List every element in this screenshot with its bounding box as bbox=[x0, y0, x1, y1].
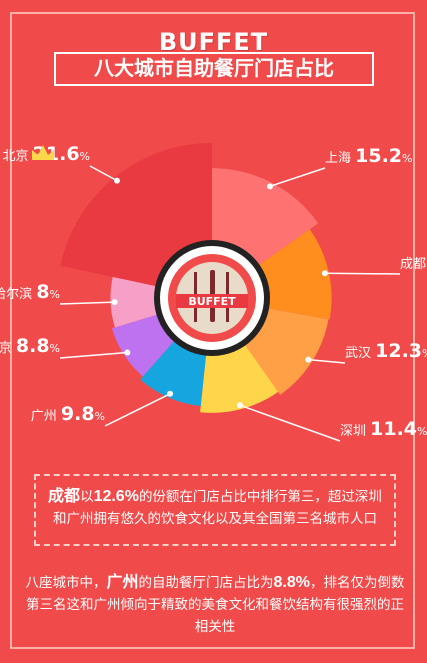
leader-line-2 bbox=[324, 272, 401, 275]
note-value: 12.6% bbox=[93, 488, 139, 505]
pie-slice-5 bbox=[140, 340, 207, 406]
note-guangzhou: 八座城市中，广州的自助餐厅门店占比为8.8%，排名仅为倒数第三名这和广州倾向于精… bbox=[20, 572, 410, 638]
note-chengdu: 成都以12.6%的份额在门店占比中排行第三，超过深圳和广州拥有悠久的饮食文化以及… bbox=[34, 474, 396, 546]
leader-line-7 bbox=[59, 301, 115, 305]
slice-unit: % bbox=[417, 425, 427, 438]
slice-labels: 上海 15.2%成都 12.6%武汉 12.3%深圳 11.4%广州 9.8%南… bbox=[0, 143, 427, 440]
pie-slice-7 bbox=[110, 276, 159, 328]
slice-label-3: 武汉 12.3% bbox=[345, 340, 427, 362]
note-city-guangzhou: 广州 bbox=[106, 574, 139, 591]
note-value: 8.8% bbox=[273, 574, 310, 591]
pie-chart: 上海 15.2%成都 12.6%武汉 12.3%深圳 11.4%广州 9.8%南… bbox=[0, 143, 427, 442]
slice-unit: % bbox=[80, 150, 90, 163]
pie-slices bbox=[60, 143, 332, 413]
note-text: 八座城市中， bbox=[25, 575, 107, 590]
pie-slice-2 bbox=[257, 229, 332, 320]
page-title: 八大城市自助餐厅门店占比 bbox=[54, 52, 374, 86]
slice-unit: % bbox=[422, 347, 427, 360]
pie-slice-6 bbox=[111, 314, 176, 377]
buffet-banner: BUFFET bbox=[158, 28, 269, 56]
slice-name: 南京 bbox=[0, 340, 16, 356]
pie-slice-4 bbox=[200, 343, 279, 413]
slice-value: 12.3 bbox=[375, 340, 422, 362]
note-text: 以 bbox=[80, 489, 94, 504]
pie-slice-0 bbox=[60, 143, 213, 287]
slice-value: 8.8 bbox=[16, 335, 50, 357]
note-city-chengdu: 成都 bbox=[48, 488, 81, 505]
leader-line-6 bbox=[59, 351, 128, 359]
leader-line-4 bbox=[239, 404, 341, 442]
slice-value: 11.4 bbox=[370, 418, 417, 440]
decorative-frame bbox=[10, 12, 415, 649]
leader-line-3 bbox=[308, 358, 346, 364]
slice-label-4: 深圳 11.4% bbox=[340, 418, 427, 440]
center-ribbon bbox=[176, 294, 248, 308]
slice-label-6: 南京 8.8% bbox=[0, 335, 60, 357]
leader-line-1 bbox=[269, 167, 326, 188]
slice-unit: % bbox=[50, 288, 60, 301]
slice-label-7: 哈尔滨 8% bbox=[0, 281, 60, 303]
slice-value: 15.2 bbox=[355, 145, 402, 167]
slice-name: 上海 bbox=[325, 151, 355, 166]
note-text: 的份额在门店占比中排行第三，超过深圳和广州拥有悠久的饮食文化以及其全国第三名城市… bbox=[53, 489, 382, 526]
slice-unit: % bbox=[402, 152, 412, 165]
slice-value: 8 bbox=[36, 281, 49, 303]
slice-name: 哈尔滨 bbox=[0, 286, 36, 302]
note-text: ，排名仅为倒数第三名这和广州倾向于精致的美食文化和餐饮结构有很强烈的正相关性 bbox=[26, 575, 405, 634]
slice-name: 成都 bbox=[400, 257, 427, 272]
leader-line-0 bbox=[89, 165, 118, 182]
leader-line-5 bbox=[104, 393, 171, 427]
leader-lines bbox=[59, 165, 401, 442]
slice-label-1: 上海 15.2% bbox=[325, 145, 412, 167]
slice-unit: % bbox=[95, 410, 105, 423]
slice-name: 武汉 bbox=[345, 346, 375, 361]
center-label: BUFFET bbox=[188, 295, 236, 308]
plate-emblem: BUFFET bbox=[154, 240, 270, 356]
slice-label-2: 成都 12.6% bbox=[400, 251, 427, 273]
note-text: 的自助餐厅门店占比为 bbox=[138, 575, 274, 590]
slice-name: 深圳 bbox=[340, 424, 370, 439]
crown-icon bbox=[32, 145, 54, 160]
slice-unit: % bbox=[50, 342, 60, 355]
pie-slice-1 bbox=[212, 168, 319, 266]
slice-name: 北京 bbox=[3, 149, 33, 164]
slice-name: 广州 bbox=[31, 409, 61, 424]
pie-slice-3 bbox=[244, 308, 329, 395]
slice-value: 9.8 bbox=[61, 403, 95, 425]
slice-label-5: 广州 9.8% bbox=[31, 403, 105, 425]
